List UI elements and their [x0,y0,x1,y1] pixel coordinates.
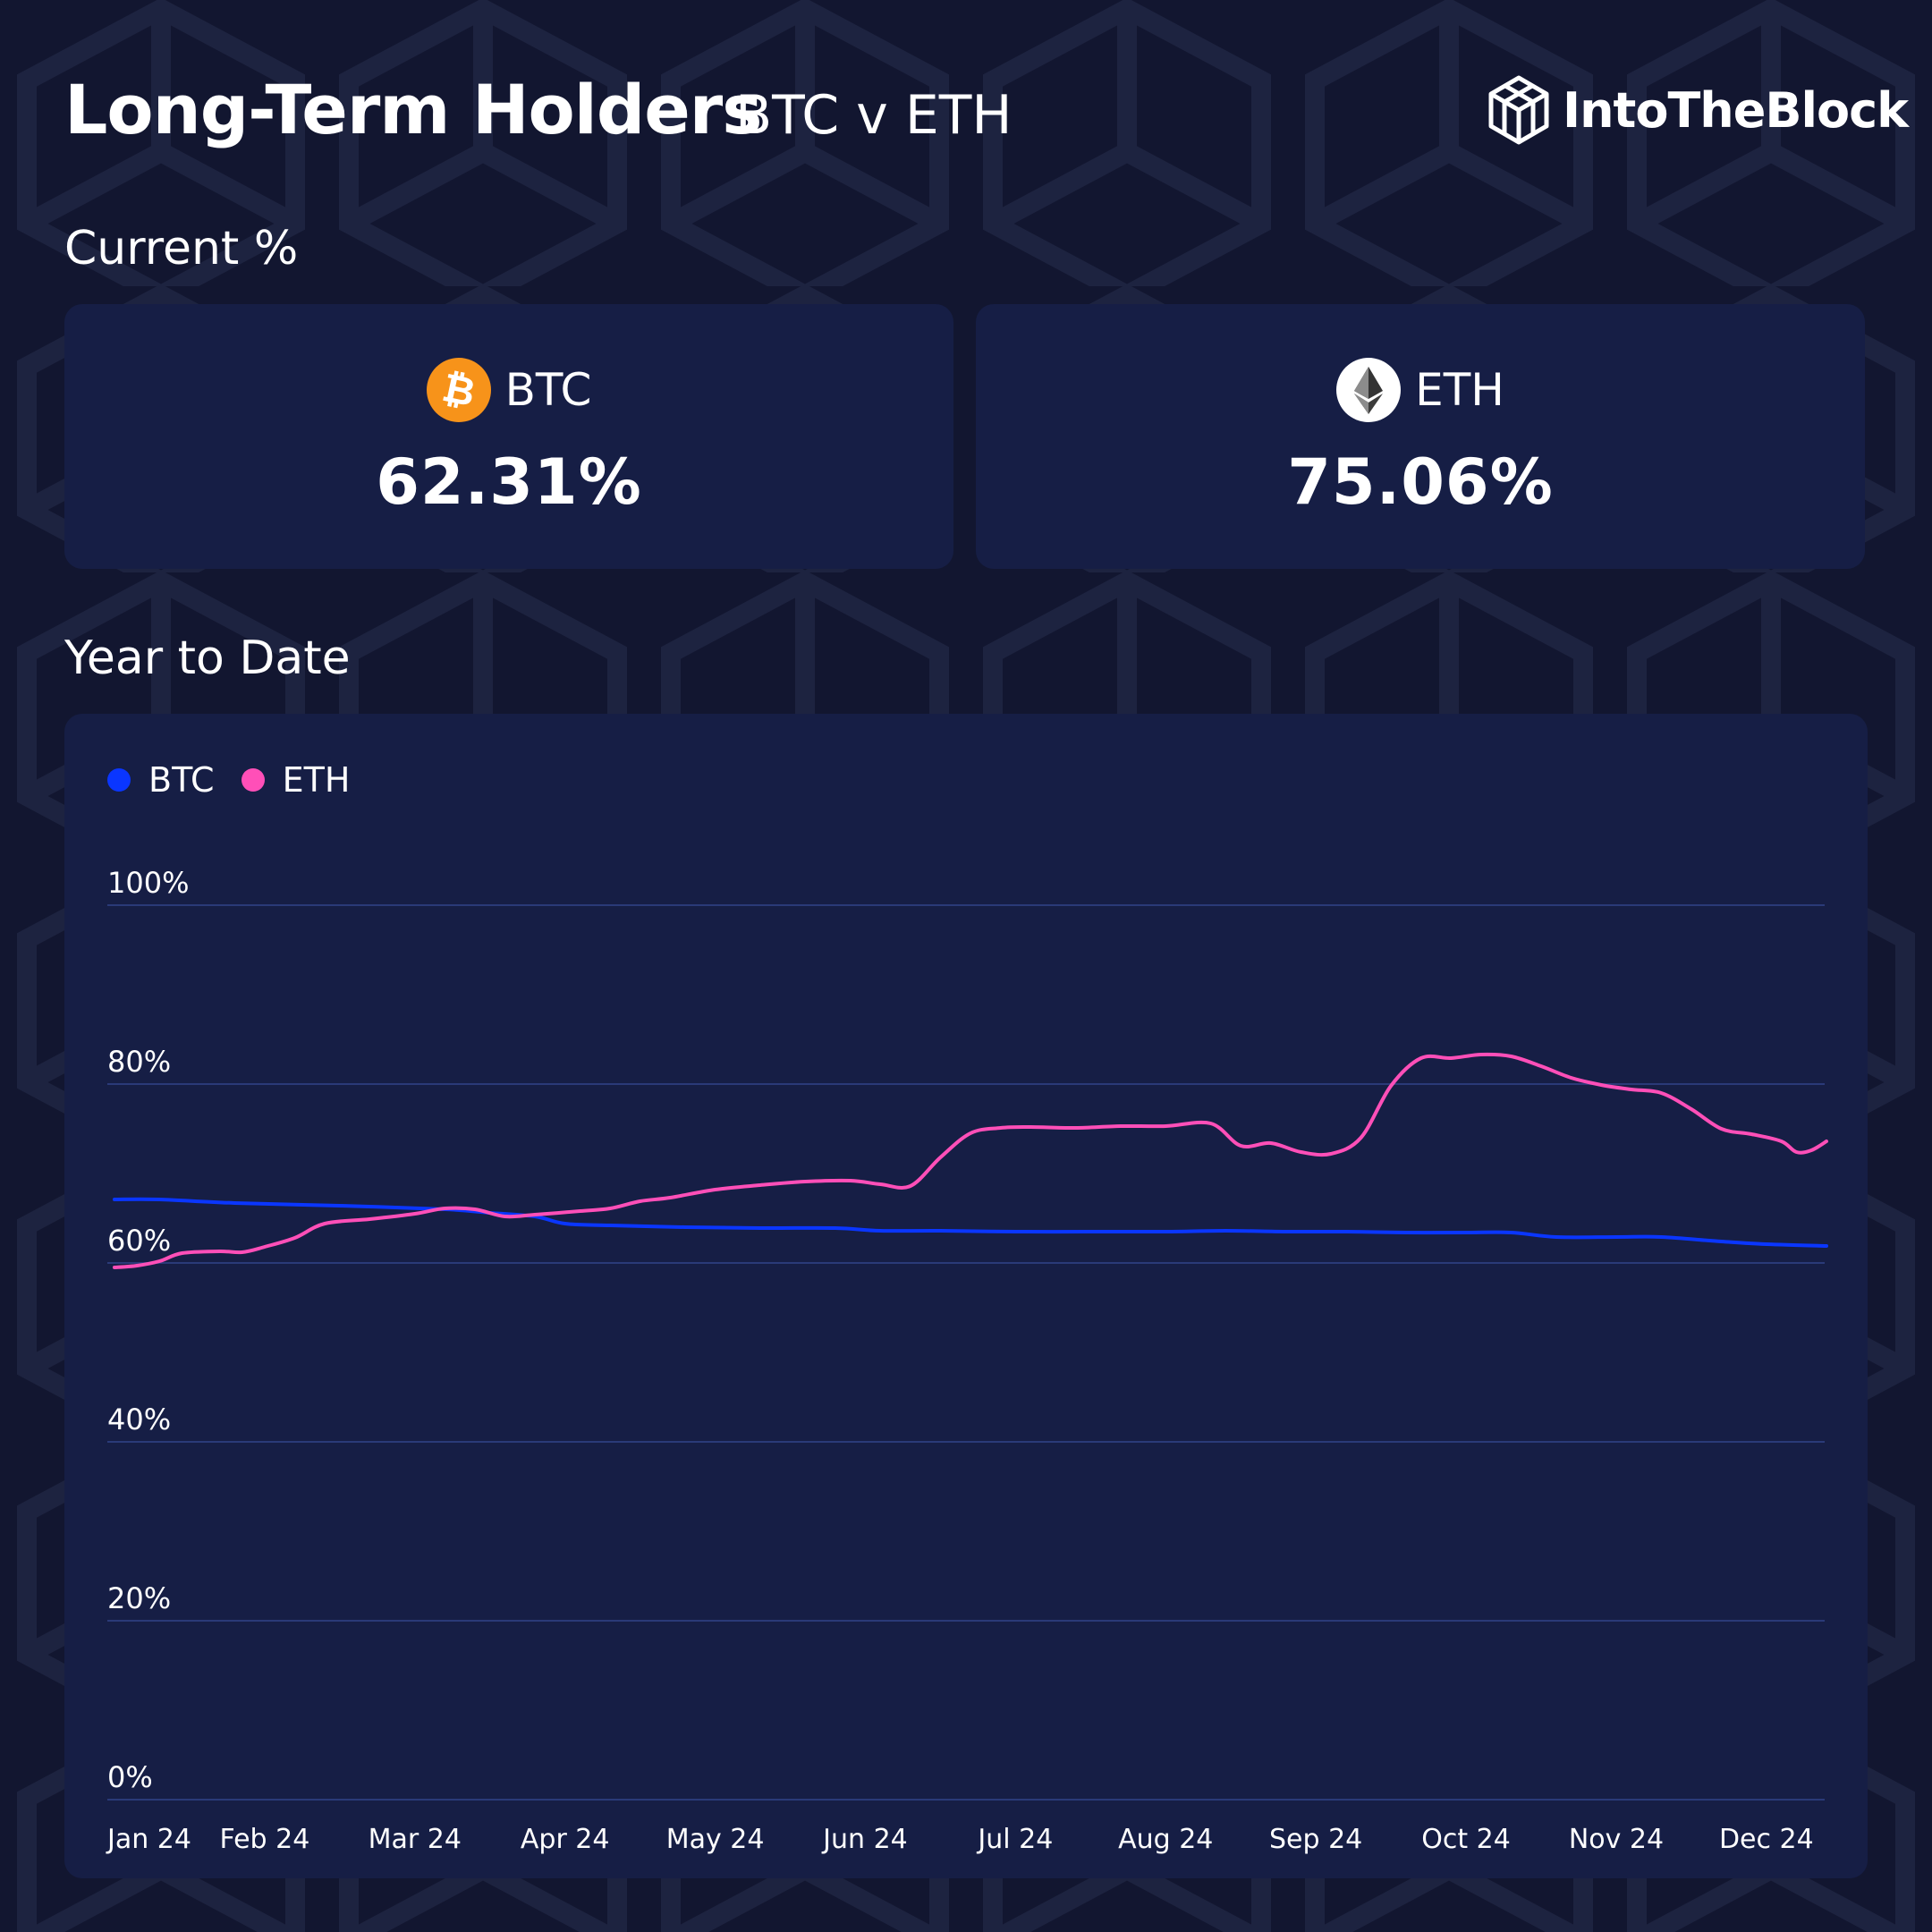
current-section-label: Current % [64,222,299,275]
x-tick-label: May 24 [666,1824,765,1855]
y-tick-label: 40% [107,1402,171,1436]
x-tick-label: Oct 24 [1421,1824,1511,1855]
legend-eth-label[interactable]: ETH [282,760,351,800]
page-subtitle: BTC v ETH [735,84,1013,147]
x-tick-label: Jan 24 [106,1824,191,1855]
y-tick-label: 60% [107,1224,171,1258]
ethereum-icon [1336,358,1402,422]
x-tick-label: Dec 24 [1719,1824,1814,1855]
y-tick-label: 100% [107,866,189,900]
x-tick-label: Sep 24 [1269,1824,1362,1855]
eth-card: ETH 75.06% [976,304,1865,569]
series-line-eth[interactable] [113,1052,1828,1269]
eth-current-value: 75.06% [1287,445,1554,519]
brand-logo[interactable]: IntoTheBlock [1487,75,1909,145]
x-tick-label: Nov 24 [1569,1824,1664,1855]
x-tick-label: Mar 24 [369,1824,462,1855]
page-title: Long-Term Holders [64,70,762,149]
line-chart: 0% 20% 40% 60% 80% 100% Jan 24 Feb 24 Mar 24 Apr … [106,866,1828,1855]
x-tick-label: Aug 24 [1118,1824,1213,1855]
bitcoin-icon: ₿ [426,358,491,422]
legend-eth-dot [241,768,265,792]
intotheblock-logo-icon [1488,75,1549,145]
chart-legend: BTC ETH [107,760,377,800]
y-tick-label: 20% [107,1581,171,1615]
x-tick-label: Apr 24 [521,1824,610,1855]
legend-btc-dot [107,768,131,792]
series-line-btc[interactable] [113,1197,1828,1248]
btc-card: ₿ BTC 62.31% [64,304,953,569]
ytd-section-label: Year to Date [64,631,351,685]
y-tick-label: 80% [107,1045,171,1079]
x-tick-label: Jun 24 [821,1824,908,1855]
brand-name: IntoTheBlock [1563,81,1909,139]
legend-btc-label[interactable]: BTC [148,760,215,800]
btc-current-value: 62.31% [376,445,642,519]
y-tick-label: 0% [107,1760,153,1794]
x-tick-label: Jul 24 [976,1824,1053,1855]
btc-card-label: BTC [504,364,592,416]
eth-card-label: ETH [1415,364,1504,416]
chart-panel: BTC ETH 0% 20% 40% 60% 80% 100% Jan 24 Feb 24 Ma… [64,714,1868,1878]
x-tick-label: Feb 24 [219,1824,309,1855]
